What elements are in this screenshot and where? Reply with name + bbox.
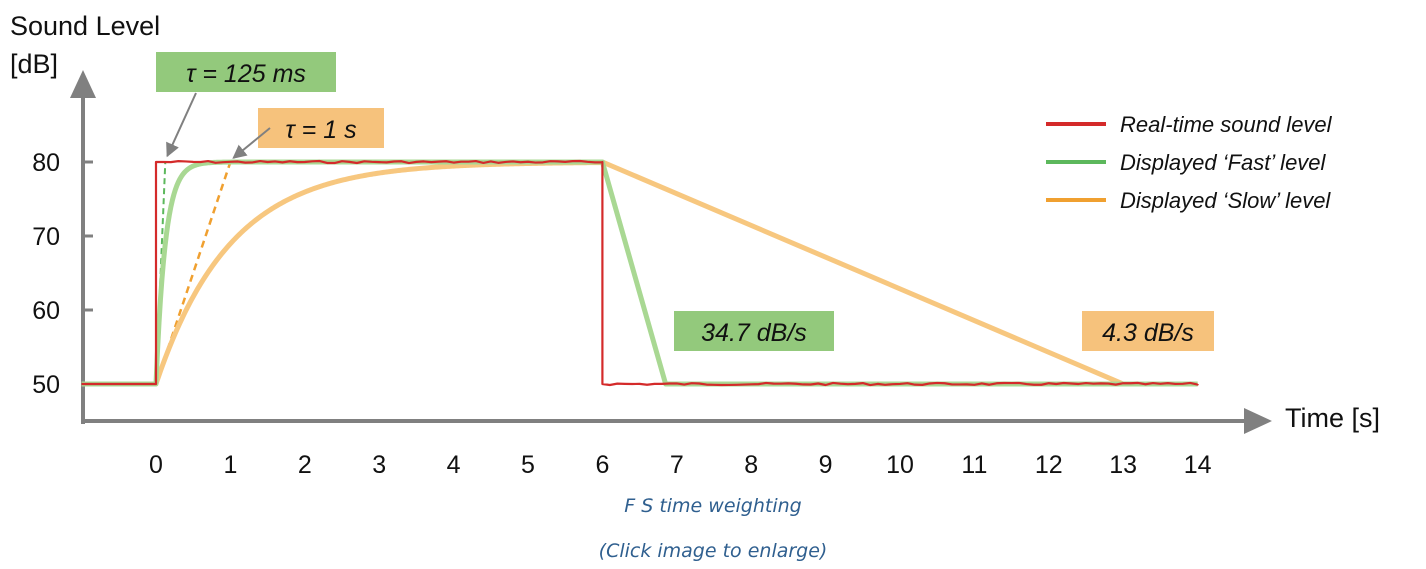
- y-axis-arrow-icon: [70, 70, 96, 98]
- x-tick-label: 10: [886, 451, 914, 479]
- y-axis-unit: [dB]: [10, 49, 58, 79]
- x-tick-label: 4: [447, 451, 461, 479]
- enlarge-image-link[interactable]: (Click image to enlarge): [598, 540, 828, 562]
- y-tick-label: 70: [32, 223, 60, 251]
- x-tick-label: 13: [1109, 451, 1137, 479]
- x-tick-label: 0: [149, 451, 163, 479]
- x-tick-label: 7: [670, 451, 684, 479]
- x-tick-label: 14: [1184, 451, 1212, 479]
- x-tick-label: 9: [819, 451, 833, 479]
- fast-rate-label: 34.7 dB/s: [701, 319, 807, 347]
- x-tick-label: 2: [298, 451, 312, 479]
- tau-fast-label: τ = 125 ms: [186, 60, 306, 88]
- x-tick-label: 11: [961, 451, 987, 479]
- fast-level-line: [81, 159, 1198, 387]
- y-axis-title: Sound Level: [10, 11, 160, 41]
- x-tick-label: 5: [521, 451, 535, 479]
- x-tick-label: 6: [595, 451, 609, 479]
- legend-label-realtime: Real-time sound level: [1120, 112, 1333, 137]
- tau-fast-box: [156, 52, 336, 92]
- y-tick-label: 80: [32, 149, 60, 177]
- y-tick-label: 60: [32, 297, 60, 325]
- fast-rate-box: [674, 311, 834, 351]
- figure-caption: F S time weighting: [624, 495, 802, 517]
- x-tick-label: 3: [372, 451, 386, 479]
- legend-label-slow: Displayed ‘Slow’ level: [1120, 188, 1331, 213]
- tau-slow-arrow: [232, 127, 271, 159]
- x-tick-label: 12: [1035, 451, 1063, 479]
- tau-slow-label: τ = 1 s: [285, 116, 356, 144]
- x-axis-arrow-icon: [1244, 408, 1272, 434]
- x-axis-title: Time [s]: [1285, 403, 1380, 433]
- x-tick-label: 8: [744, 451, 758, 479]
- slow-rate-label: 4.3 dB/s: [1102, 319, 1194, 347]
- slow-rate-box: [1082, 311, 1214, 351]
- tau-fast-arrow: [166, 92, 197, 158]
- y-tick-label: 50: [32, 371, 60, 399]
- slow-level-line: [81, 159, 1198, 387]
- tau-slow-box: [258, 108, 384, 148]
- legend-label-fast: Displayed ‘Fast’ level: [1120, 150, 1327, 175]
- x-tick-label: 1: [223, 451, 237, 479]
- realtime-level-line: [81, 159, 1199, 387]
